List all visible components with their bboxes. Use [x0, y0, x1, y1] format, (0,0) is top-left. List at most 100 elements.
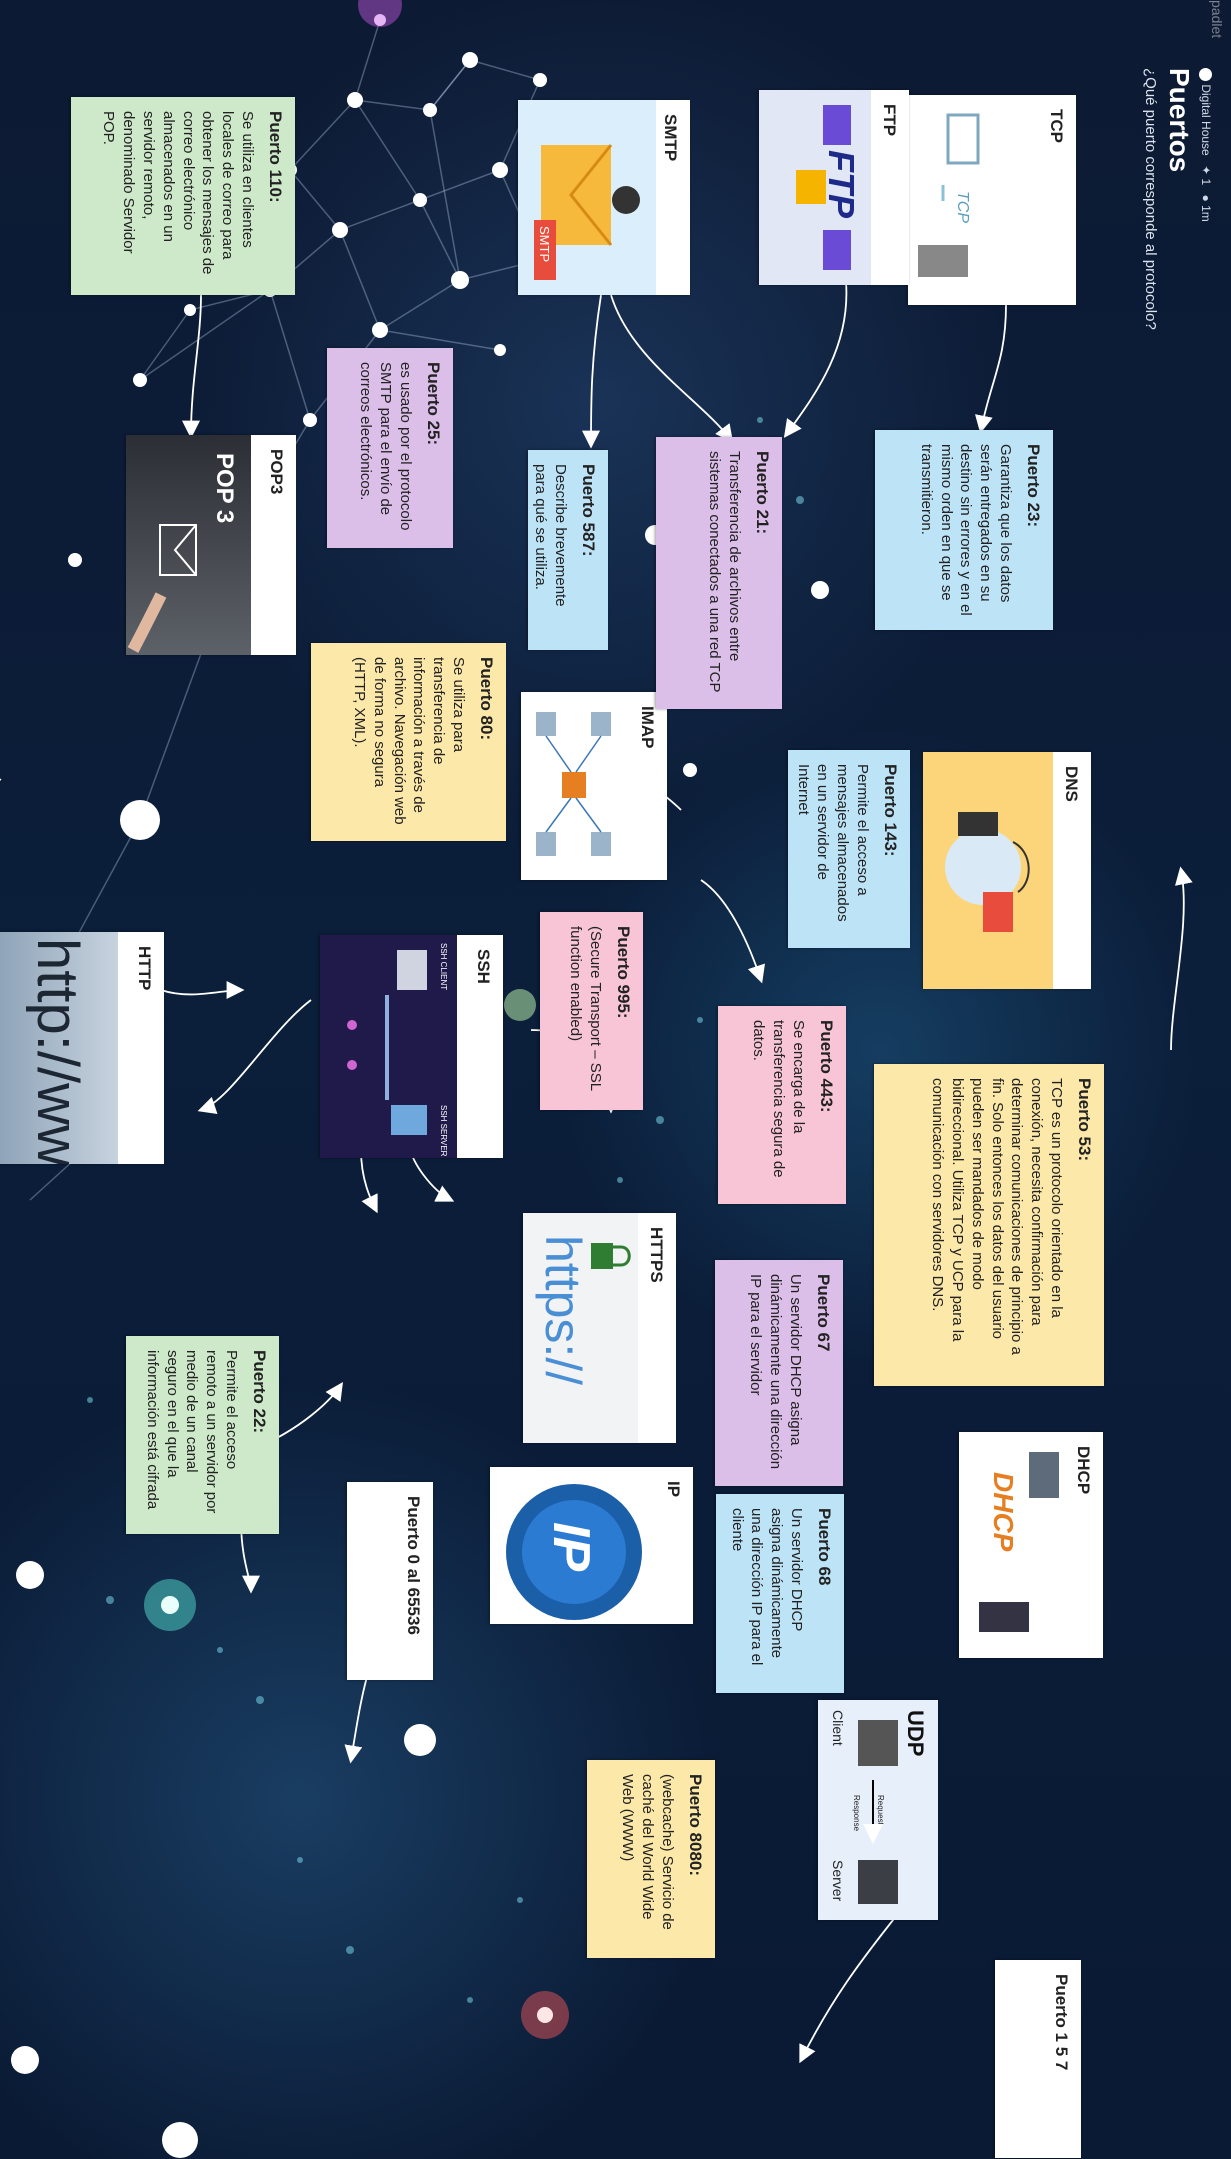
protocol-card-ftp[interactable]: FTP FTP — [759, 90, 909, 285]
smtp-image: SMTP — [518, 100, 656, 295]
user-avatar-icon — [1198, 68, 1212, 81]
port-title: Puerto 22: — [250, 1350, 269, 1434]
udp-response-text: Response — [852, 1795, 861, 1832]
port-title: Puerto 80: — [477, 657, 496, 741]
protocol-card-http[interactable]: HTTP http://www — [0, 932, 164, 1164]
imap-image — [521, 692, 631, 880]
port-description: Se utiliza en clientes locales de correo… — [100, 111, 256, 275]
port-card-143[interactable]: Puerto 143: Permite el acceso a mensajes… — [788, 750, 910, 948]
port-card-53[interactable]: Puerto 53: TCP es un protocolo orientado… — [874, 1064, 1104, 1386]
port-card-8080[interactable]: Puerto 8080: (webcache) Servicio de cach… — [587, 1760, 715, 1958]
smtp-image-text: SMTP — [537, 226, 552, 262]
port-card-157[interactable]: Puerto 1 5 7 — [995, 1960, 1081, 2158]
protocol-title: DHCP — [1074, 1446, 1093, 1495]
port-description: TCP es un protocolo orientado en la cone… — [929, 1078, 1065, 1355]
protocol-card-tcp[interactable]: TCP TCP — [908, 95, 1076, 305]
port-title: Puerto 0 al 65536 — [404, 1496, 423, 1635]
svg-text:TCP: TCP — [954, 191, 971, 223]
board-header: Digital House ✦ 1 ● 1m Puertos ¿Qué puer… — [1053, 68, 1213, 788]
pop3-image: POP 3 — [126, 435, 251, 655]
protocol-title: SMTP — [661, 114, 680, 162]
https-image-text: https:// — [535, 1235, 591, 1385]
ftp-image: FTP — [759, 90, 871, 285]
ssh-client-text: SSH CLIENT — [439, 943, 448, 990]
port-card-67[interactable]: Puerto 67 Un servidor DHCP asigna dinámi… — [715, 1260, 843, 1486]
port-card-25[interactable]: Puerto 25: es usado por el protocolo SMT… — [327, 348, 453, 548]
port-card-68[interactable]: Puerto 68 Un servidor DHCP asigna dinámi… — [716, 1494, 844, 1693]
https-image: https:// — [523, 1213, 638, 1443]
pop3-image-text: POP 3 — [211, 453, 238, 523]
port-card-0-65536[interactable]: Puerto 0 al 65536 — [347, 1482, 433, 1680]
protocol-title: HTTP — [135, 946, 154, 991]
port-title: Puerto 68 — [815, 1508, 834, 1586]
protocol-card-pop3[interactable]: POP3 POP 3 — [126, 435, 296, 655]
port-title: Puerto 23: — [1024, 444, 1043, 528]
port-description: Describe brevemente para qué se utiliza. — [532, 464, 569, 607]
port-description: Se utiliza para transferencia de informa… — [351, 657, 467, 825]
port-title: Puerto 995: — [614, 926, 633, 1019]
port-card-995[interactable]: Puerto 995: (Secure Transport – SSL func… — [540, 912, 643, 1110]
padlet-watermark: padlet — [1209, 0, 1225, 39]
author-line[interactable]: Digital House ✦ 1 ● 1m — [1198, 68, 1213, 222]
protocol-card-imap[interactable]: IMAP — [521, 692, 667, 880]
likes-count: 1 — [1199, 178, 1213, 186]
protocol-card-ssh[interactable]: SSH SSH CLIENT SSH SERVER — [320, 935, 503, 1158]
port-description: Garantiza que los datos serán entregados… — [917, 444, 1014, 616]
port-description: Transferencia de archivos entre sistemas… — [706, 451, 743, 693]
author-name[interactable]: Digital House — [1199, 84, 1213, 156]
udp-image: UDP Client Request Response Server — [818, 1700, 938, 1920]
port-title: Puerto 67 — [814, 1274, 833, 1352]
post-age: 1m — [1199, 205, 1213, 222]
port-card-22[interactable]: Puerto 22: Permite el acceso remoto a un… — [126, 1336, 279, 1534]
protocol-card-dhcp[interactable]: DHCP DHCP — [959, 1432, 1103, 1658]
plus-icon: ✦ — [1199, 165, 1213, 176]
protocol-card-udp[interactable]: UDP UDP Client Request Response Server — [818, 1700, 938, 1920]
protocol-card-ip[interactable]: IP IP — [490, 1467, 693, 1624]
protocol-title: IP — [664, 1481, 683, 1498]
port-title: Puerto 110: — [266, 111, 285, 203]
dhcp-image: DHCP — [959, 1432, 1069, 1658]
udp-client-text: Client — [830, 1710, 846, 1746]
port-title: Puerto 1 5 7 — [1052, 1974, 1071, 2071]
protocol-title: HTTPS — [647, 1227, 666, 1283]
ssh-server-text: SSH SERVER — [439, 1105, 448, 1157]
port-description: (webcache) Servicio de caché del World W… — [619, 1774, 676, 1930]
port-card-110[interactable]: Puerto 110: Se utiliza en clientes local… — [71, 97, 295, 295]
http-image: http://www — [0, 932, 118, 1164]
port-title: Puerto 53: — [1075, 1078, 1094, 1162]
port-card-587[interactable]: Puerto 587: Describe brevemente para qué… — [528, 450, 608, 650]
dot-separator: ● — [1199, 194, 1213, 202]
board-title: Puertos — [1164, 68, 1195, 173]
port-card-23[interactable]: Puerto 23: Garantiza que los datos serán… — [875, 430, 1053, 630]
protocol-title: SSH — [474, 949, 493, 984]
protocol-title: DNS — [1062, 766, 1081, 802]
dhcp-image-text: DHCP — [988, 1472, 1019, 1552]
ip-image-text: IP — [542, 1522, 600, 1571]
protocol-card-smtp[interactable]: SMTP SMTP — [518, 100, 690, 295]
protocol-title: FTP — [880, 104, 899, 137]
http-image-text: http://www — [25, 938, 90, 1164]
port-title: Puerto 587: — [579, 464, 598, 557]
ftp-image-text: FTP — [821, 150, 862, 219]
port-description: Permite el acceso a mensajes almacenados… — [794, 764, 871, 922]
protocol-title: IMAP — [638, 706, 657, 749]
port-description: Un servidor DHCP asigna dinámicamente un… — [747, 1274, 804, 1470]
protocol-card-dns[interactable]: DNS — [923, 752, 1091, 989]
port-description: es usado por el protocolo SMTP para el e… — [357, 362, 414, 531]
port-title: Puerto 143: — [881, 764, 900, 857]
port-card-443[interactable]: Puerto 443: Se encarga de la transferenc… — [718, 1006, 846, 1204]
udp-image-text: UDP — [903, 1710, 928, 1756]
board-subtitle: ¿Qué puerto corresponde al protocolo? — [1142, 68, 1159, 330]
port-card-21[interactable]: Puerto 21: Transferencia de archivos ent… — [656, 437, 782, 709]
port-card-80[interactable]: Puerto 80: Se utiliza para transferencia… — [311, 643, 506, 841]
port-title: Puerto 443: — [817, 1020, 836, 1113]
ssh-image: SSH CLIENT SSH SERVER — [320, 935, 457, 1158]
protocol-card-https[interactable]: HTTPS https:// — [523, 1213, 676, 1443]
protocol-title: POP3 — [267, 449, 286, 495]
protocol-title: TCP — [1047, 109, 1066, 143]
port-title: Puerto 21: — [753, 451, 772, 535]
port-description: Se encarga de la transferencia segura de… — [750, 1020, 807, 1178]
port-title: Puerto 25: — [424, 362, 443, 446]
